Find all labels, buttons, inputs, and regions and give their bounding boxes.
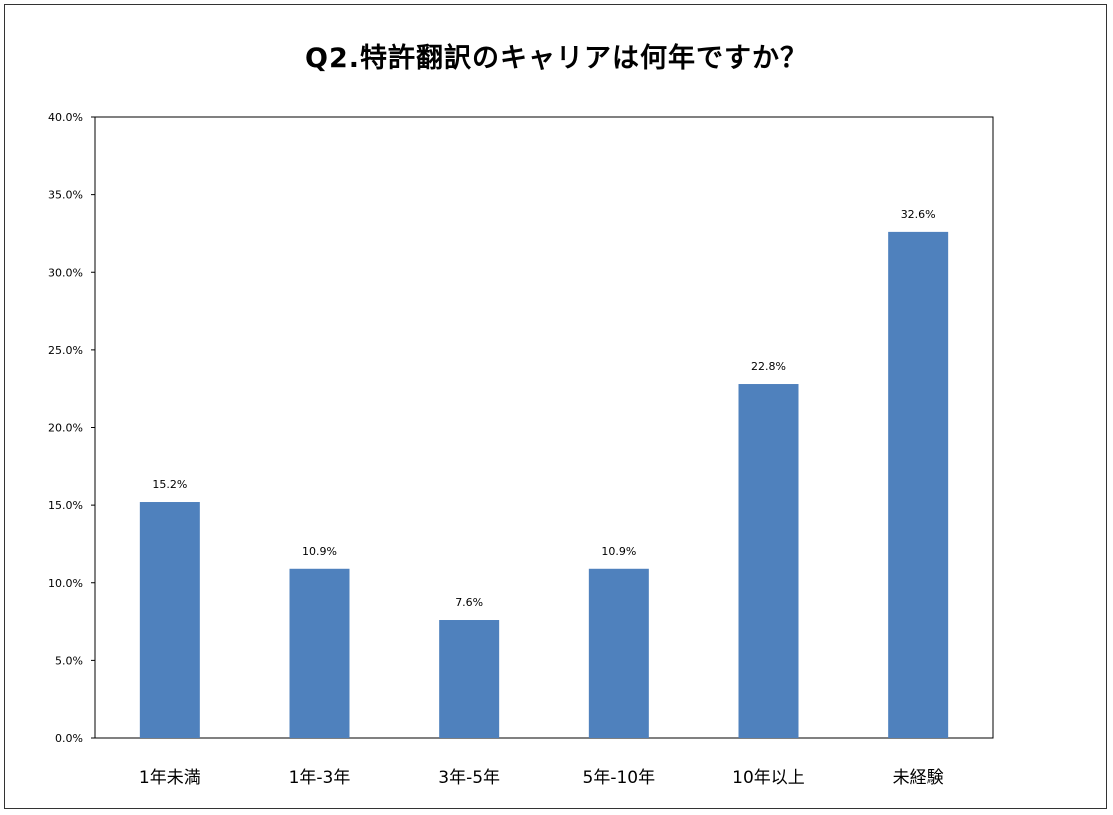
bar xyxy=(888,231,949,738)
x-category-label: 3年-5年 xyxy=(438,768,500,788)
y-tick-label: 25.0% xyxy=(48,344,83,357)
y-tick-label: 20.0% xyxy=(48,422,83,435)
bar-data-label: 7.6% xyxy=(455,596,483,609)
y-tick-label: 10.0% xyxy=(48,577,83,590)
bars xyxy=(139,231,949,738)
plot-area xyxy=(94,116,994,739)
bar xyxy=(439,620,500,738)
bar-data-label: 22.8% xyxy=(751,360,786,373)
y-tick-label: 30.0% xyxy=(48,266,83,279)
y-tick-label: 35.0% xyxy=(48,189,83,202)
bar-data-label: 10.9% xyxy=(302,545,337,558)
data-labels: 15.2% 10.9% 7.6% 10.9% 22.8% 32.6% xyxy=(152,208,935,609)
bar xyxy=(738,384,799,738)
chart-title: Q2.特許翻訳のキャリアは何年ですか？ xyxy=(305,43,808,74)
bar xyxy=(139,502,200,738)
bar-data-label: 10.9% xyxy=(601,545,636,558)
y-tick-label: 15.0% xyxy=(48,499,83,512)
x-category-label: 1年-3年 xyxy=(289,768,351,788)
bar-data-label: 15.2% xyxy=(152,478,187,491)
y-tick-label: 5.0% xyxy=(55,654,83,667)
bar xyxy=(289,568,350,738)
x-category-label: 5年-10年 xyxy=(583,768,656,788)
x-category-label: 1年未満 xyxy=(139,768,201,788)
y-axis: 0.0% 5.0% 10.0% 15.0% 20.0% 25.0% 30.0% 35.0% 40… xyxy=(48,111,95,745)
x-category-label: 10年以上 xyxy=(732,768,805,788)
bar xyxy=(588,568,649,738)
x-axis: 1年未満 1年-3年 3年-5年 5年-10年 10年以上 未経験 xyxy=(139,768,944,788)
y-tick-label: 0.0% xyxy=(55,732,83,745)
bar-data-label: 32.6% xyxy=(901,208,936,221)
x-category-label: 未経験 xyxy=(893,768,944,788)
y-tick-label: 40.0% xyxy=(48,111,83,124)
